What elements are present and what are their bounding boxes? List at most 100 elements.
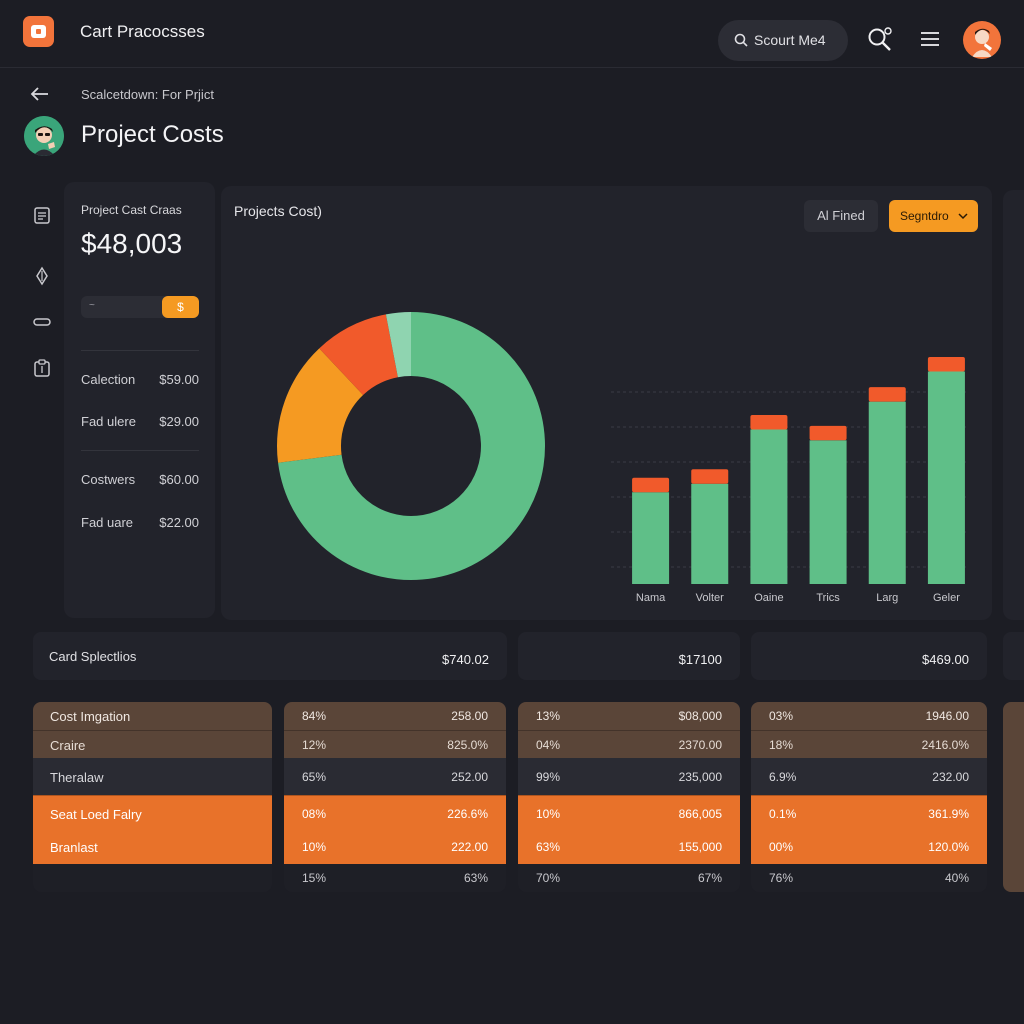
table-row[interactable]	[33, 864, 272, 892]
table-cell: $08,000	[678, 709, 722, 723]
table-row[interactable]: 99% 235,000	[518, 758, 740, 795]
table-row[interactable]: 15% 63%	[284, 864, 506, 892]
table-row[interactable]: 10% 222.00	[284, 830, 506, 864]
breadcrumb[interactable]: Scalcetdown: For Prjict	[81, 87, 214, 102]
table-row[interactable]: 0.1% 361.9%	[751, 795, 987, 830]
table-cell: 120.0%	[928, 840, 969, 854]
table-cell: Craire	[50, 738, 86, 753]
table-row[interactable]: 13% $08,000	[518, 702, 740, 730]
summary-label: Project Cast Craas	[81, 203, 182, 217]
table-row[interactable]: Cost Imgation	[33, 702, 272, 730]
offscreen-panel	[1003, 190, 1024, 620]
search-box[interactable]: Scourt Me4	[718, 20, 848, 61]
bar-segment[interactable]	[750, 429, 788, 584]
bar-segment[interactable]	[868, 401, 906, 584]
zoom-search-icon[interactable]	[866, 26, 894, 54]
link-icon[interactable]	[32, 312, 52, 332]
compass-icon[interactable]	[32, 266, 52, 286]
table-row[interactable]: 10% 866,005	[518, 795, 740, 830]
table-cell: 235,000	[678, 770, 722, 784]
app-logo-icon[interactable]	[23, 16, 54, 47]
table-cell: 226.6%	[447, 807, 488, 821]
segment-dropdown-label: Segntdro	[900, 209, 949, 223]
table-row[interactable]: Branlast	[33, 830, 272, 864]
briefcase-clasp	[36, 29, 41, 34]
table-cell: 258.00	[451, 709, 488, 723]
table-row[interactable]: 70% 67%	[518, 864, 740, 892]
table-row[interactable]: 00% 120.0%	[751, 830, 987, 864]
bar-cap-segment[interactable]	[750, 414, 788, 430]
bar-cap-segment[interactable]	[868, 387, 906, 402]
summary-item-label: Costwers	[81, 472, 136, 487]
table-row[interactable]: 65% 252.00	[284, 758, 506, 795]
bar-category-label: Nama	[636, 592, 666, 604]
table-cell: 08%	[302, 807, 327, 821]
toggle-option-on[interactable]: $	[162, 296, 199, 318]
table-cell: 6.9%	[769, 770, 797, 784]
summary-item-label: Fad ulere	[81, 414, 136, 429]
table-cell: 10%	[536, 807, 561, 821]
table-row[interactable]: Seat Loed Falry	[33, 795, 272, 830]
table-row[interactable]: 63% 155,000	[518, 830, 740, 864]
bar-category-label: Geler	[933, 592, 960, 604]
table-row[interactable]: 84% 258.00	[284, 702, 506, 730]
bar-category-label: Trics	[816, 592, 840, 604]
bar-segment[interactable]	[691, 483, 729, 584]
divider	[81, 450, 199, 451]
donut-slice[interactable]	[277, 348, 364, 463]
table-row[interactable]: 18% 2416.0%	[751, 730, 987, 758]
summary-item-label: Fad uare	[81, 515, 134, 530]
summary-total: $48,003	[81, 228, 183, 259]
table-cell: 40%	[944, 871, 969, 885]
summary-strip: $17100	[518, 632, 740, 680]
table-row[interactable]: 08% 226.6%	[284, 795, 506, 830]
avatar-illustration-icon	[972, 28, 992, 57]
offscreen-strip	[1003, 632, 1024, 680]
document-icon[interactable]	[32, 358, 52, 378]
filter-button[interactable]: Al Fined	[804, 200, 878, 232]
table-cell: Cost Imgation	[50, 709, 131, 724]
user-avatar[interactable]	[963, 21, 1001, 59]
bar-segment[interactable]	[927, 371, 965, 584]
table-cell: 04%	[536, 738, 561, 752]
bar-cap-segment[interactable]	[809, 425, 847, 441]
table-row[interactable]: 12% 825.0%	[284, 730, 506, 758]
table-data-column: 84% 258.00 12% 825.0% 65% 252.00 08% 226.6% 10% 2…	[284, 702, 506, 892]
table-cell: 00%	[769, 840, 794, 854]
table-cell: 155,000	[678, 840, 722, 854]
table-row[interactable]: Theralaw	[33, 758, 272, 795]
project-cost-chart-panel: Projects Cost) Al Fined Segntdro Nama Vol…	[221, 186, 992, 620]
table-cell: 252.00	[451, 770, 488, 784]
summary-item-label: Calection	[81, 372, 136, 387]
table-cell: 866,005	[678, 807, 722, 821]
table-cell: Seat Loed Falry	[50, 807, 142, 822]
chevron-down-icon	[958, 213, 968, 220]
toggle-option-off[interactable]: ~	[89, 300, 95, 311]
clipboard-list-icon[interactable]	[32, 205, 52, 225]
back-arrow-icon[interactable]	[28, 84, 52, 104]
currency-toggle[interactable]: ~ $	[81, 296, 199, 318]
table-cell: 232.00	[932, 770, 969, 784]
table-cell: 13%	[536, 709, 561, 723]
donut-slice[interactable]	[319, 314, 398, 395]
segment-dropdown[interactable]: Segntdro	[889, 200, 978, 232]
bar-cap-segment[interactable]	[691, 469, 729, 484]
bar-segment[interactable]	[809, 440, 847, 584]
table-row[interactable]: Craire	[33, 730, 272, 758]
donut-slice[interactable]	[278, 312, 545, 580]
table-row[interactable]: 76% 40%	[751, 864, 987, 892]
bar-cap-segment[interactable]	[632, 477, 670, 493]
table-cell: 63%	[463, 871, 488, 885]
bar-cap-segment[interactable]	[927, 356, 965, 372]
summary-item-value: $60.00	[159, 472, 199, 487]
table-row[interactable]: 03% 1946.00	[751, 702, 987, 730]
hamburger-menu-icon[interactable]	[918, 28, 942, 50]
donut-slice[interactable]	[385, 312, 411, 378]
bar-segment[interactable]	[632, 492, 670, 584]
table-cell: 03%	[769, 709, 794, 723]
summary-strip: $469.00	[751, 632, 987, 680]
table-row[interactable]: 6.9% 232.00	[751, 758, 987, 795]
table-row[interactable]: 04% 2370.00	[518, 730, 740, 758]
cost-summary-card: Project Cast Craas $48,003 ~ $ Calection…	[64, 182, 215, 618]
table-cell: Branlast	[50, 840, 98, 855]
